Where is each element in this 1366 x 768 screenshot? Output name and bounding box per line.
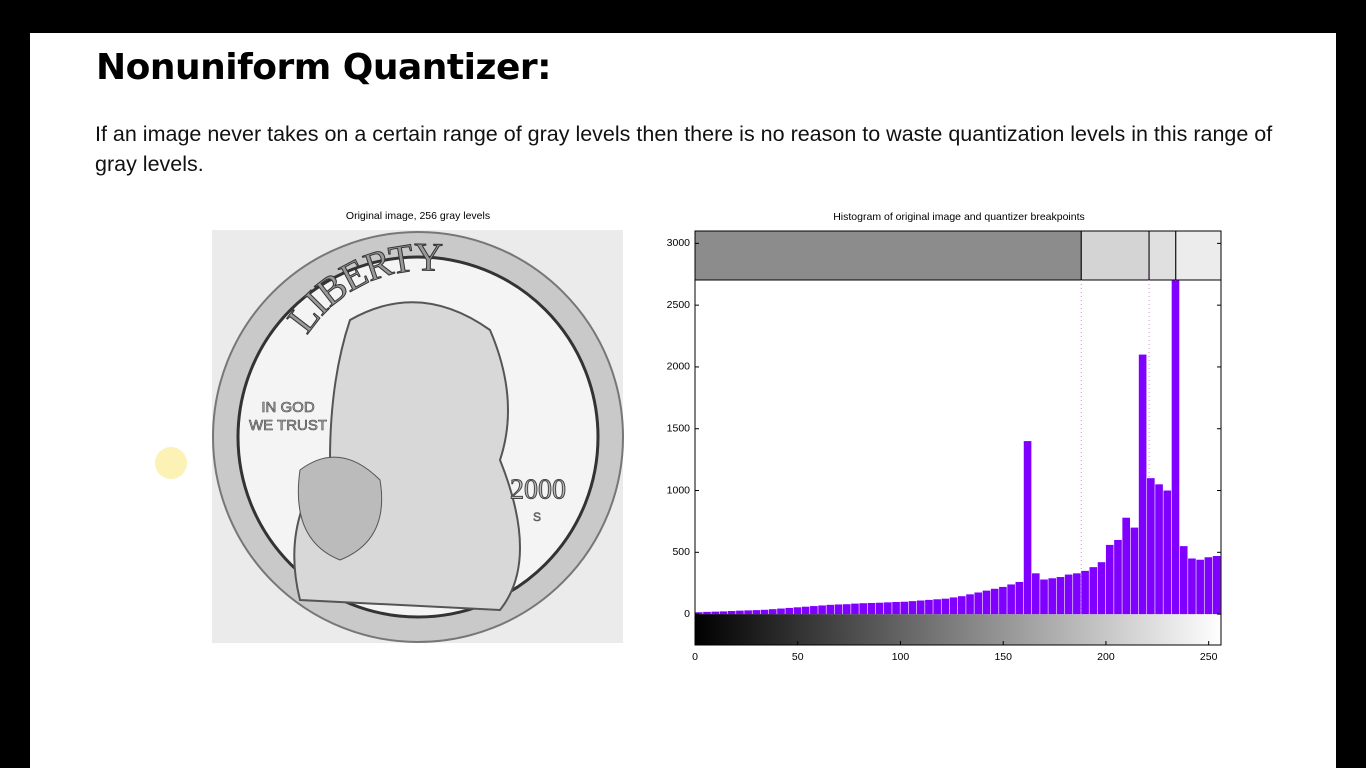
bar	[949, 597, 958, 615]
bar	[711, 611, 720, 615]
x-tick-label: 150	[994, 651, 1012, 663]
bar	[1015, 581, 1024, 615]
bar	[744, 610, 752, 615]
bar	[966, 594, 974, 615]
bar	[736, 610, 744, 615]
bar	[958, 596, 966, 615]
gray-scale-bar	[695, 614, 1221, 645]
bar	[826, 604, 835, 615]
bar	[752, 610, 761, 615]
x-tick-label: 50	[792, 651, 804, 663]
slide-body: If an image never takes on a certain ran…	[95, 122, 1273, 176]
bar	[875, 602, 884, 615]
bar	[1163, 490, 1172, 615]
bar	[818, 605, 826, 615]
coin-inscription: IN GOD	[261, 399, 315, 416]
bar	[1147, 478, 1155, 615]
bar	[703, 611, 711, 615]
bar	[933, 599, 941, 615]
bar	[777, 608, 785, 615]
slide-title: Nonuniform Quantizer:	[96, 47, 552, 88]
bar	[1130, 527, 1139, 615]
bar	[941, 598, 950, 615]
bar	[834, 604, 843, 615]
bar	[884, 602, 892, 615]
bar	[1023, 441, 1032, 615]
x-tick-label: 100	[892, 651, 910, 663]
coin-inscription: WE TRUST	[249, 417, 327, 434]
x-tick-label: 0	[692, 651, 698, 663]
bar	[760, 609, 769, 615]
bar	[1204, 557, 1213, 615]
bar	[925, 599, 933, 615]
bar	[1089, 567, 1098, 615]
bar	[1040, 579, 1048, 615]
bar	[1048, 578, 1057, 615]
quantizer-level	[1175, 230, 1222, 281]
bar	[1056, 577, 1065, 615]
coin-image: LIBERTY IN GOD WE TRUST 2000 S	[212, 230, 624, 643]
bar	[810, 606, 818, 615]
image-title: Original image, 256 gray levels	[346, 210, 490, 222]
bar	[908, 601, 917, 615]
bar	[1188, 558, 1196, 615]
bar	[1007, 584, 1015, 615]
bar	[842, 604, 851, 615]
quantizer-level	[1080, 230, 1150, 281]
bar	[1179, 546, 1188, 615]
quantizer-level	[1148, 230, 1177, 281]
bar	[727, 611, 736, 615]
bar	[867, 602, 876, 615]
bar	[1171, 280, 1180, 615]
bar	[695, 612, 703, 615]
bar	[990, 588, 999, 615]
bar	[1031, 573, 1040, 615]
bar	[859, 603, 867, 615]
y-tick-label: 1000	[667, 484, 691, 496]
coin-child	[297, 456, 383, 561]
y-tick-label: 2000	[667, 361, 691, 373]
x-tick-label: 200	[1097, 651, 1115, 663]
bar	[1196, 559, 1204, 615]
bar	[974, 592, 983, 615]
bar	[1105, 544, 1114, 615]
bar	[851, 603, 859, 615]
y-tick-label: 1500	[667, 423, 691, 435]
x-tick-label: 250	[1200, 651, 1218, 663]
bar	[1064, 574, 1073, 615]
bar	[793, 607, 802, 615]
y-tick-label: 0	[684, 608, 690, 620]
bar	[1138, 354, 1147, 615]
bar	[1073, 573, 1081, 615]
plot-frame	[694, 230, 1222, 646]
bar	[1212, 556, 1221, 615]
bar	[1114, 539, 1122, 615]
y-tick-label: 2500	[667, 299, 691, 311]
chart-title: Histogram of original image and quantize…	[833, 211, 1085, 223]
bar	[768, 609, 777, 615]
bar	[719, 611, 728, 615]
bar	[1081, 570, 1089, 615]
cursor-highlight	[155, 447, 187, 479]
bar	[1122, 517, 1130, 615]
coin-inscription: S	[533, 510, 541, 524]
bar	[982, 590, 991, 615]
quantizer-level	[694, 230, 1082, 281]
bar	[892, 601, 900, 615]
bar	[1155, 484, 1163, 615]
bar	[999, 586, 1007, 615]
bar	[785, 607, 794, 615]
bar	[916, 600, 925, 615]
y-tick-label: 3000	[667, 237, 691, 249]
bar	[1097, 562, 1106, 615]
coin-inscription: 2000	[510, 474, 566, 505]
bar	[801, 606, 810, 615]
y-tick-label: 500	[672, 546, 690, 558]
bar	[900, 601, 909, 615]
